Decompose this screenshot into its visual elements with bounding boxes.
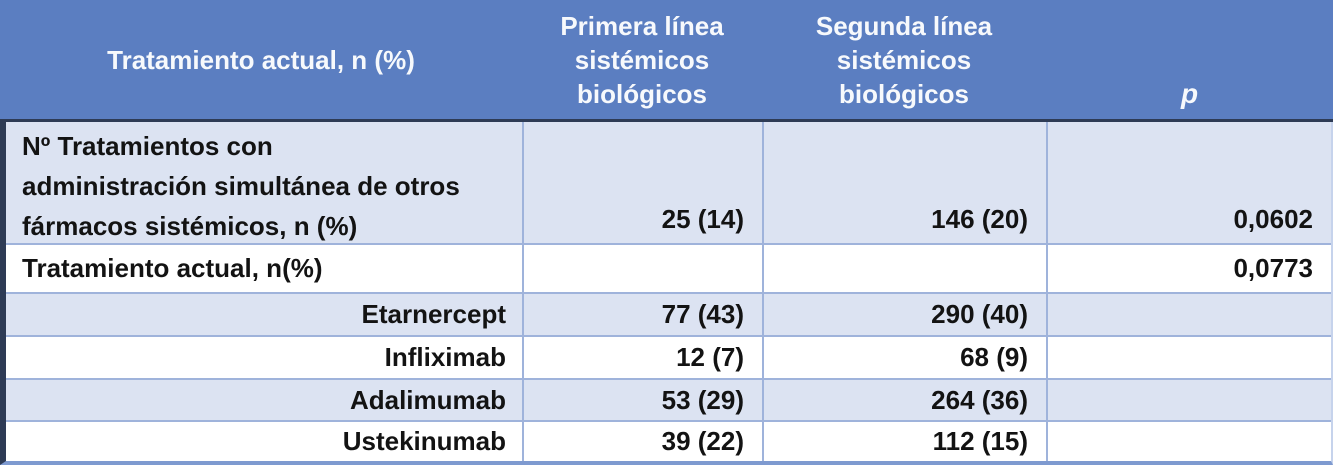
row-label: Nº Tratamientos con administración simul…: [6, 122, 522, 243]
first-line-value: [522, 245, 762, 292]
second-line-value: [762, 245, 1046, 292]
table-row-infliximab: Infliximab 12 (7) 68 (9): [6, 337, 1331, 380]
first-line-value: 53 (29): [522, 380, 762, 420]
second-line-value: 146 (20): [762, 122, 1046, 243]
p-value: [1046, 294, 1331, 335]
row-label: Infliximab: [384, 342, 506, 372]
first-line-value: 25 (14): [522, 122, 762, 243]
p-value: 0,0773: [1046, 245, 1331, 292]
p-value: [1046, 422, 1331, 461]
second-line-value: 264 (36): [762, 380, 1046, 420]
header-second-line-3: biológicos: [838, 78, 969, 109]
row-label: Adalimumab: [349, 384, 506, 415]
header-first-line-biologics: Primera línea sistémicos biológicos: [522, 0, 762, 119]
first-line-value: 77 (43): [522, 294, 762, 335]
second-line-value: 112 (15): [762, 422, 1046, 461]
table-row-current-treatment: Tratamiento actual, n(%) 0,0773: [6, 245, 1331, 294]
header-second-line-biologics: Segunda línea sistémicos biológicos: [762, 0, 1046, 119]
header-p-value: p: [1180, 78, 1199, 109]
table-row-concurrent-treatments: Nº Tratamientos con administración simul…: [6, 122, 1331, 245]
table-body: Nº Tratamientos con administración simul…: [0, 122, 1333, 465]
second-line-value: 290 (40): [762, 294, 1046, 335]
p-value: [1046, 337, 1331, 378]
table-row-ustekinumab: Ustekinumab 39 (22) 112 (15): [6, 422, 1331, 461]
p-value: 0,0602: [1046, 122, 1331, 243]
second-line-value: 68 (9): [762, 337, 1046, 378]
table-header-row: Tratamiento actual, n (%) Primera línea …: [0, 0, 1333, 122]
row-label: Etarnercept: [361, 299, 507, 329]
first-line-value: 12 (7): [522, 337, 762, 378]
header-first-line-1: Primera línea: [560, 10, 724, 41]
table-row-adalimumab: Adalimumab 53 (29) 264 (36): [6, 380, 1331, 422]
row-label-line: administración simultánea de otros: [22, 171, 460, 201]
first-line-value: 39 (22): [522, 422, 762, 461]
header-second-line-1: Segunda línea: [815, 10, 993, 41]
p-value: [1046, 380, 1331, 420]
header-treatment-label: Tratamiento actual, n (%): [107, 44, 415, 75]
header-first-line-2: sistémicos: [574, 44, 710, 75]
row-label-line: fármacos sistémicos, n (%): [22, 211, 358, 241]
row-label-line: Nº Tratamientos con: [22, 131, 273, 161]
row-label: Tratamiento actual, n(%): [22, 253, 323, 283]
row-label: Ustekinumab: [342, 426, 506, 456]
table-row-etarnercept: Etarnercept 77 (43) 290 (40): [6, 294, 1331, 337]
header-first-line-3: biológicos: [577, 78, 707, 109]
header-second-line-2: sistémicos: [836, 44, 972, 75]
